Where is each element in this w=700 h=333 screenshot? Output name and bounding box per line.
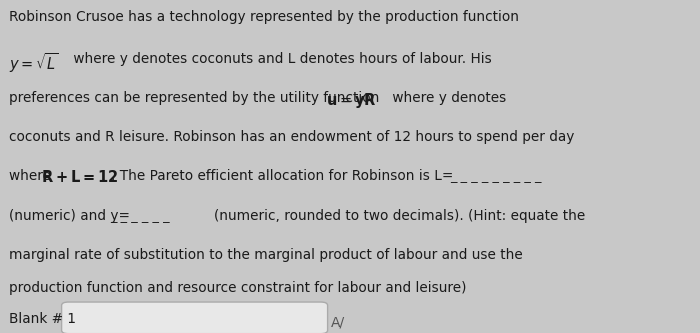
FancyBboxPatch shape [62,302,328,333]
Text: . The Pareto efficient allocation for Robinson is L=: . The Pareto efficient allocation for Ro… [111,169,453,183]
Text: _ _ _ _ _ _ _ _ _: _ _ _ _ _ _ _ _ _ [450,169,542,182]
Text: $\mathbf{R+L=12}$: $\mathbf{R+L=12}$ [41,169,119,185]
Text: Robinson Crusoe has a technology represented by the production function: Robinson Crusoe has a technology represe… [9,10,519,24]
Text: where y denotes: where y denotes [388,91,506,105]
Text: $\mathbf{u} = \mathbf{yR}$: $\mathbf{u} = \mathbf{yR}$ [326,91,377,110]
Text: where: where [9,169,55,183]
Text: $y = \sqrt{L}$: $y = \sqrt{L}$ [9,52,59,76]
Text: A/: A/ [330,315,344,329]
Text: preferences can be represented by the utility function: preferences can be represented by the ut… [9,91,384,105]
Text: _ _ _ _ _ _: _ _ _ _ _ _ [110,209,169,222]
Text: Blank # 1: Blank # 1 [9,312,76,326]
Text: where y denotes coconuts and L denotes hours of labour. His: where y denotes coconuts and L denotes h… [69,52,491,66]
Text: marginal rate of substitution to the marginal product of labour and use the: marginal rate of substitution to the mar… [9,248,523,262]
Text: (numeric, rounded to two decimals). (Hint: equate the: (numeric, rounded to two decimals). (Hin… [214,209,584,223]
Text: (numeric) and y=: (numeric) and y= [9,209,130,223]
Text: production function and resource constraint for labour and leisure): production function and resource constra… [9,281,467,295]
Text: coconuts and R leisure. Robinson has an endowment of 12 hours to spend per day: coconuts and R leisure. Robinson has an … [9,130,575,144]
